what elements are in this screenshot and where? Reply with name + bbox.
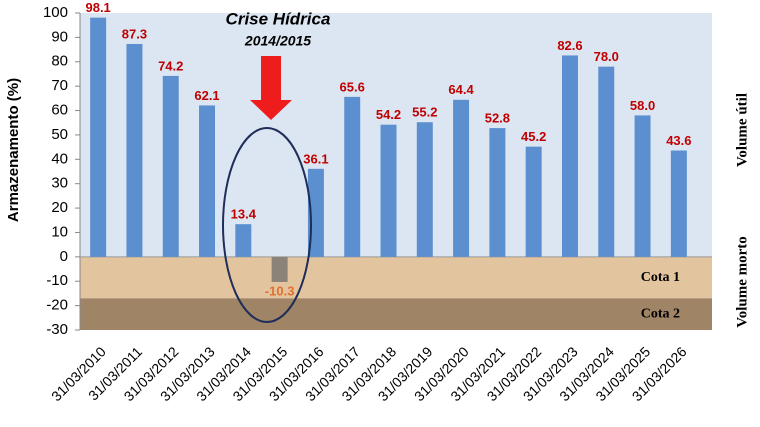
bar [416,122,433,257]
annotation-title: Crise Hídrica [226,9,331,28]
y-tick-label: -20 [46,297,68,314]
value-label: 82.6 [557,38,582,53]
value-label: 87.3 [122,26,147,41]
y-tick-label: 30 [51,175,68,192]
bar [489,128,506,257]
right-label-top: Volume útil [734,93,750,167]
y-tick-label: 0 [60,248,68,265]
value-label: 54.2 [376,107,401,122]
bar [162,75,179,257]
arrow [250,56,292,120]
highlight-ellipse [222,127,312,323]
band [80,298,712,330]
y-tick-label: 60 [51,102,68,119]
y-tick-label: 10 [51,223,68,240]
y-tick-label: 40 [51,150,68,167]
value-label: 45.2 [521,129,546,144]
y-tick-label: -30 [46,321,68,338]
value-label: 52.8 [485,111,510,126]
right-label-bottom: Volume morto [734,236,750,328]
bar [235,224,252,257]
bar [525,146,542,257]
y-tick-label: 100 [43,4,68,21]
band-label: Cota 1 [641,270,680,285]
bar [126,43,143,257]
value-label: 36.1 [303,151,328,166]
bar [90,17,107,257]
y-axis-label: Armazenamento (%) [5,78,22,222]
bar [670,150,687,257]
bar [561,55,578,257]
value-label: 55.2 [412,105,437,120]
value-label: 65.6 [340,79,365,94]
y-tick-label: 80 [51,53,68,70]
annotation-subtitle: 2014/2015 [244,33,311,49]
value-label: 98.1 [85,0,110,15]
band [80,256,712,299]
bar [344,96,361,257]
value-label: -10.3 [265,283,295,298]
value-label: 78.0 [594,49,619,64]
value-label: 43.6 [666,133,691,148]
value-label: 13.4 [231,207,257,222]
band-label: Cota 2 [641,306,680,321]
y-tick-label: 20 [51,199,68,216]
bar [598,66,615,257]
bar [199,105,216,257]
y-tick-label: 70 [51,77,68,94]
value-label: 62.1 [194,88,219,103]
bar [453,99,470,257]
bar [271,256,288,282]
value-label: 74.2 [158,58,183,73]
value-label: 64.4 [448,82,474,97]
value-label: 58.0 [630,98,655,113]
y-tick-label: -10 [46,272,68,289]
bar [380,124,397,257]
bar [634,115,651,257]
y-tick-label: 50 [51,126,68,143]
y-tick-label: 90 [51,28,68,45]
bar [307,168,324,257]
